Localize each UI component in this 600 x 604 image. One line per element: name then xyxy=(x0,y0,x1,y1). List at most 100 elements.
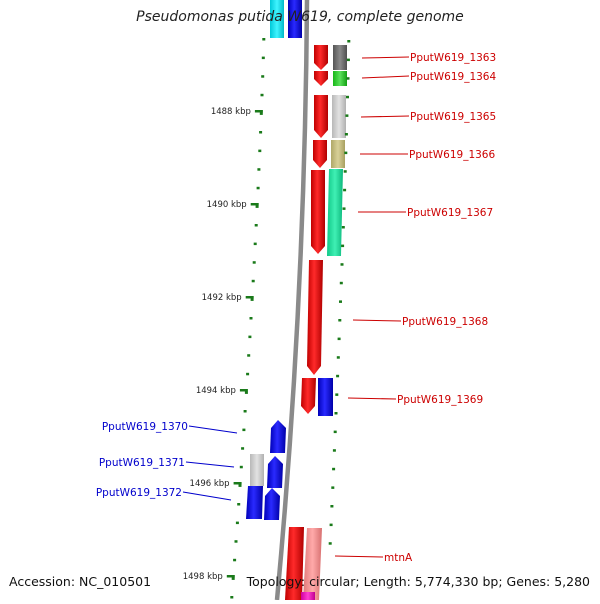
gene-leader-line xyxy=(185,461,235,468)
feature-fragment-cyan xyxy=(270,0,284,38)
ruler-dot xyxy=(252,261,256,264)
ruler-dot xyxy=(259,131,263,134)
gene-arrow-PputW619_1371[interactable] xyxy=(267,456,283,488)
ruler-dot xyxy=(341,226,345,229)
ruler-dot xyxy=(261,56,265,60)
ruler-dot xyxy=(345,114,349,117)
ruler-dot xyxy=(331,486,335,489)
ruler-dot xyxy=(334,412,338,415)
ruler-dot xyxy=(261,75,265,78)
class-block-1367 xyxy=(327,169,343,256)
backbone-line xyxy=(274,0,310,601)
ruler-label: 1494 kbp xyxy=(196,386,236,396)
ruler-dot xyxy=(246,372,250,376)
gene-label-PputW619_1371[interactable]: PputW619_1371 xyxy=(99,457,185,469)
ruler-dot xyxy=(241,447,245,450)
gene-label-PputW619_1365[interactable]: PputW619_1365 xyxy=(410,111,496,123)
accession-text: Accession: NC_010501 xyxy=(9,574,152,589)
genome-title: Pseudomonas putida W619, complete genome xyxy=(136,9,464,25)
class-block-1366 xyxy=(331,140,345,168)
ruler-dot xyxy=(332,449,336,452)
gene-leader-line xyxy=(352,319,402,322)
gene-label-PputW619_1363[interactable]: PputW619_1363 xyxy=(410,52,496,64)
gene-arrow-mtnA[interactable] xyxy=(285,527,304,600)
ruler-dot xyxy=(257,168,261,171)
gene-label-mtnA[interactable]: mtnA xyxy=(384,552,413,564)
gene-arrow-PputW619_1372[interactable] xyxy=(264,488,280,520)
gene-leader-line xyxy=(182,491,232,501)
ruler-dot xyxy=(248,335,252,339)
gene-label-PputW619_1370[interactable]: PputW619_1370 xyxy=(102,421,188,433)
ruler-dot xyxy=(340,263,344,266)
ruler-dot xyxy=(231,577,235,580)
class-block-1369 xyxy=(318,378,333,416)
gene-labels: PputW619_1363 PputW619_1364 PputW619_1365 P… xyxy=(96,52,497,564)
ruler-dot xyxy=(259,112,263,115)
ruler-dot xyxy=(233,558,237,562)
ruler-dot xyxy=(332,467,336,471)
ruler-dot xyxy=(262,38,266,41)
gene-label-PputW619_1367[interactable]: PputW619_1367 xyxy=(407,207,493,219)
gene-leader-line xyxy=(188,425,238,434)
ruler-dot xyxy=(336,374,340,378)
ruler-dot xyxy=(238,484,242,487)
gene-arrow-PputW619_1364[interactable] xyxy=(314,71,328,86)
ruler-dot xyxy=(339,300,342,303)
gene-label-PputW619_1364[interactable]: PputW619_1364 xyxy=(410,71,496,83)
class-block-1371 xyxy=(250,454,264,486)
ruler-dot xyxy=(254,224,258,227)
gene-leader-line xyxy=(347,397,397,400)
gene-leader-line xyxy=(361,75,410,79)
ruler-dot xyxy=(242,428,246,432)
gene-arrow-PputW619_1370[interactable] xyxy=(270,420,286,453)
ruler-label: 1496 kbp xyxy=(190,479,230,489)
ruler-label: 1488 kbp xyxy=(211,107,251,117)
ruler-dot xyxy=(237,503,241,506)
ruler-major-tick xyxy=(226,575,235,578)
ruler-dot xyxy=(333,430,337,434)
gene-arrow-PputW619_1369[interactable] xyxy=(301,378,316,414)
feature-fragment-magenta xyxy=(301,592,315,600)
gene-arrow-PputW619_1367[interactable] xyxy=(311,170,325,254)
ruler-dot xyxy=(346,58,350,62)
ruler-major-tick xyxy=(245,296,254,299)
ruler-ticks-right xyxy=(328,40,351,545)
ruler-major-tick xyxy=(254,110,263,113)
feature-fragment-blue xyxy=(288,0,302,38)
class-block-mtnA xyxy=(303,528,322,600)
gene-arrow-PputW619_1363[interactable] xyxy=(314,45,328,70)
ruler-dot xyxy=(344,133,348,136)
ruler-dot xyxy=(329,523,333,527)
gene-arrow-PputW619_1366[interactable] xyxy=(313,140,327,168)
ruler-dot xyxy=(347,40,351,43)
gene-label-PputW619_1366[interactable]: PputW619_1366 xyxy=(409,149,495,161)
gene-label-PputW619_1372[interactable]: PputW619_1372 xyxy=(96,487,182,499)
gene-label-PputW619_1369[interactable]: PputW619_1369 xyxy=(397,394,483,406)
ruler-dot xyxy=(346,95,349,99)
ruler-dot xyxy=(230,596,234,599)
gene-leader-line xyxy=(360,115,410,118)
gene-arrow-PputW619_1365[interactable] xyxy=(314,95,328,138)
genome-summary-text: Topology: circular; Length: 5,774,330 bp… xyxy=(246,574,590,589)
gene-label-PputW619_1368[interactable]: PputW619_1368 xyxy=(402,316,488,328)
ruler-dot xyxy=(344,151,348,155)
ruler-label: 1490 kbp xyxy=(207,200,247,210)
ruler-dot xyxy=(338,319,342,322)
ruler-dot xyxy=(243,410,247,413)
ruler-dot xyxy=(343,170,347,173)
ruler-dot xyxy=(249,317,253,320)
ruler-dot xyxy=(258,149,262,153)
ruler-dot xyxy=(342,207,346,210)
ruler-dot xyxy=(339,281,343,285)
ruler-dot xyxy=(251,279,255,283)
ruler-dot xyxy=(253,242,257,246)
ruler-dot xyxy=(335,393,339,396)
ruler-major-tick xyxy=(239,389,248,392)
ruler-dot xyxy=(234,540,238,543)
ruler-major-tick xyxy=(233,482,242,485)
gene-leader-line xyxy=(361,56,410,59)
gene-arrow-PputW619_1368[interactable] xyxy=(307,260,323,375)
ruler-dot xyxy=(239,465,243,469)
class-block-1364 xyxy=(333,71,347,86)
